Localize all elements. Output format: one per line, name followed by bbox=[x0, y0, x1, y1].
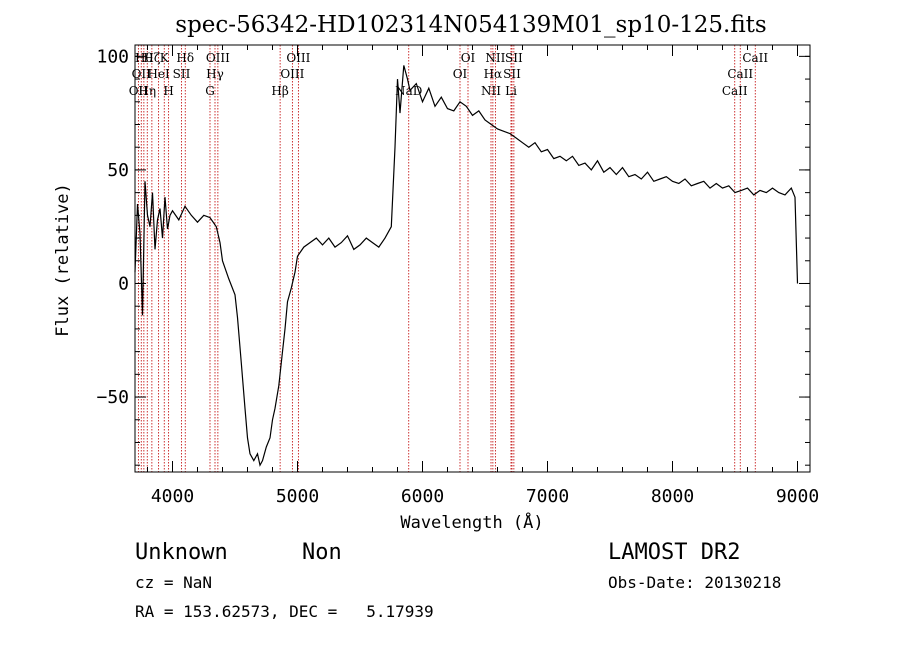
line-label-8: SII bbox=[173, 67, 191, 81]
line-label-12: OIII bbox=[206, 51, 230, 65]
line-label-24: SII bbox=[505, 51, 523, 65]
x-tick-label: 8000 bbox=[651, 486, 694, 507]
x-tick-label: 4000 bbox=[151, 486, 194, 507]
spectral-line-labels: OIIOIIHθHηHζHeIKHSIIHδGHγOIIIHβOIIIOIIIN… bbox=[129, 51, 769, 98]
spectrum-line bbox=[134, 65, 799, 467]
line-label-11: Hγ bbox=[206, 67, 224, 81]
spectral-line-markers bbox=[137, 45, 756, 472]
line-label-20: Hα bbox=[484, 67, 503, 81]
object-subclass: Non bbox=[302, 540, 342, 565]
line-label-0: OII bbox=[129, 84, 149, 98]
line-label-23: SII bbox=[503, 67, 521, 81]
line-label-17: OI bbox=[453, 67, 468, 81]
line-label-13: Hβ bbox=[271, 84, 288, 98]
line-label-2: Hθ bbox=[135, 51, 153, 65]
line-label-18: OI bbox=[461, 51, 476, 65]
line-label-1: OII bbox=[132, 67, 152, 81]
line-label-19: NII bbox=[481, 84, 501, 98]
object-class: Unknown bbox=[135, 540, 228, 565]
line-label-25: CaII bbox=[722, 84, 748, 98]
line-label-26: CaII bbox=[727, 67, 753, 81]
line-label-7: H bbox=[163, 84, 173, 98]
line-label-4: Hζ bbox=[143, 51, 160, 65]
chart-title: spec-56342-HD102314N054139M01_sp10-125.f… bbox=[175, 12, 766, 38]
line-label-21: NII bbox=[485, 51, 505, 65]
y-tick-label: 50 bbox=[107, 160, 129, 181]
x-tick-label: 9000 bbox=[776, 486, 819, 507]
line-label-15: OIII bbox=[286, 51, 310, 65]
x-axis-label: Wavelength (Å) bbox=[400, 511, 543, 533]
line-label-6: K bbox=[160, 51, 170, 65]
x-tick-label: 6000 bbox=[401, 486, 444, 507]
line-label-14: OIII bbox=[280, 67, 304, 81]
line-label-5: HeI bbox=[147, 67, 170, 81]
y-axis-label: Flux (relative) bbox=[53, 183, 73, 337]
line-label-22: Li bbox=[505, 84, 517, 98]
ra-dec-coordinates: RA = 153.62573, DEC = 5.17939 bbox=[135, 602, 434, 621]
y-tick-label: 0 bbox=[118, 273, 129, 294]
line-label-10: G bbox=[205, 84, 215, 98]
plot-frame bbox=[134, 44, 811, 473]
line-label-3: Hη bbox=[138, 84, 156, 98]
y-tick-label: −50 bbox=[96, 387, 129, 408]
x-tick-label: 7000 bbox=[526, 486, 569, 507]
axis-ticks: 4000 5000 6000 7000 8000 9000 −50 0 50 100 bbox=[96, 45, 819, 507]
observation-date: Obs-Date: 20130218 bbox=[608, 573, 781, 592]
line-label-9: Hδ bbox=[176, 51, 194, 65]
survey-name: LAMOST DR2 bbox=[608, 540, 740, 565]
x-tick-label: 5000 bbox=[276, 486, 319, 507]
y-tick-label: 100 bbox=[96, 46, 129, 67]
redshift-cz: cz = NaN bbox=[135, 573, 212, 592]
line-label-27: CaII bbox=[742, 51, 768, 65]
